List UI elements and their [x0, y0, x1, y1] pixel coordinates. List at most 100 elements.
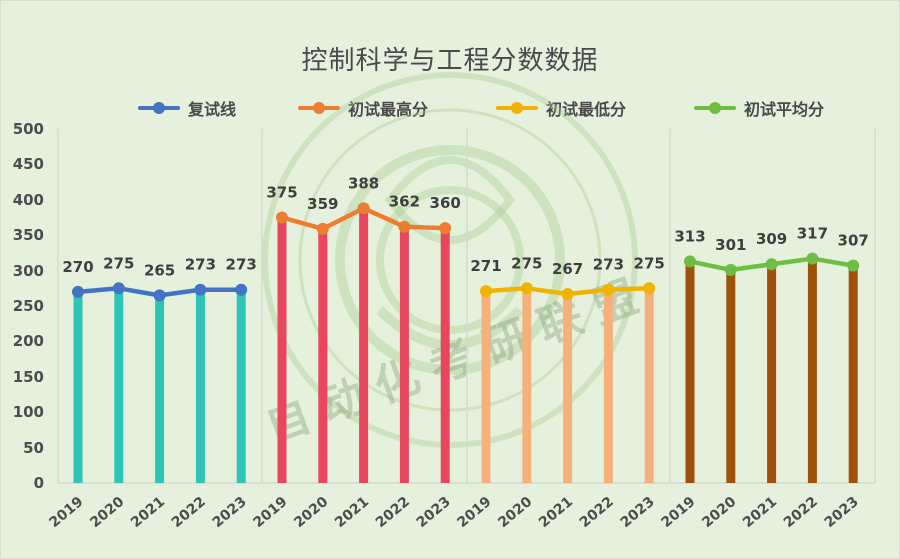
legend: 复试线 初试最高分 初试最低分 初试平均分: [0, 96, 900, 120]
chart-title: 控制科学与工程分数数据: [301, 46, 599, 76]
x-tick-label: 2020: [495, 494, 535, 531]
y-tick: 50: [23, 439, 44, 457]
data-label: 270: [62, 258, 93, 276]
bar[interactable]: [522, 288, 532, 483]
data-label: 309: [756, 230, 787, 248]
legend-label: 复试线: [188, 100, 237, 119]
bar[interactable]: [807, 258, 817, 483]
bar[interactable]: [195, 289, 205, 483]
data-label: 273: [185, 256, 216, 274]
data-label: 301: [715, 236, 746, 254]
legend-label: 初试最低分: [546, 100, 627, 119]
y-tick: 350: [12, 226, 44, 244]
data-label: 362: [389, 193, 420, 211]
data-label: 388: [348, 174, 379, 192]
data-point-marker[interactable]: [520, 282, 533, 295]
data-label: 267: [552, 260, 583, 278]
data-label: 275: [634, 254, 665, 272]
legend-label: 初试最高分: [348, 100, 429, 119]
x-tick-label: 2019: [46, 494, 86, 531]
bar[interactable]: [318, 228, 328, 483]
data-label: 313: [674, 227, 705, 245]
bar[interactable]: [685, 261, 695, 483]
x-tick-label: 2019: [250, 494, 290, 531]
data-point-marker[interactable]: [561, 287, 574, 300]
bar[interactable]: [399, 226, 409, 484]
data-label: 265: [144, 261, 175, 279]
data-point-marker[interactable]: [153, 289, 166, 302]
data-point-marker[interactable]: [724, 263, 737, 276]
legend-line-marker-icon: [298, 102, 340, 114]
bar[interactable]: [603, 289, 613, 483]
bar[interactable]: [114, 288, 124, 483]
bar[interactable]: [481, 291, 491, 483]
data-label: 275: [103, 254, 134, 272]
legend-item-min-score[interactable]: 初试最低分: [496, 96, 626, 120]
x-tick-label: 2020: [291, 494, 331, 531]
data-point-marker[interactable]: [194, 283, 207, 296]
data-point-marker[interactable]: [357, 202, 370, 215]
data-point-marker[interactable]: [684, 255, 696, 268]
series-group: 375 2019 359 2020 388 2021 362 2022 360 2023: [250, 174, 460, 531]
y-tick: 400: [12, 191, 44, 209]
y-tick: 100: [12, 403, 44, 421]
data-point-marker[interactable]: [602, 283, 615, 296]
bar[interactable]: [73, 291, 83, 483]
data-point-marker[interactable]: [112, 282, 125, 295]
x-tick-label: 2023: [822, 494, 862, 531]
y-tick: 0: [33, 474, 44, 492]
bar[interactable]: [277, 217, 287, 484]
bar[interactable]: [359, 208, 369, 483]
data-point-marker[interactable]: [847, 259, 860, 272]
y-tick: 300: [12, 262, 44, 280]
x-tick-label: 2020: [87, 494, 127, 531]
data-point-marker[interactable]: [276, 211, 288, 224]
y-tick: 250: [12, 297, 44, 315]
data-label: 271: [470, 257, 501, 275]
x-tick-label: 2023: [414, 494, 454, 531]
data-point-marker[interactable]: [439, 222, 452, 235]
data-point-marker[interactable]: [480, 285, 492, 298]
data-point-marker[interactable]: [806, 252, 819, 265]
x-tick-label: 2021: [128, 494, 168, 531]
y-tick: 200: [12, 332, 44, 350]
bar[interactable]: [236, 289, 246, 483]
y-tick: 450: [12, 155, 44, 173]
bar[interactable]: [563, 293, 573, 483]
data-label: 307: [838, 232, 869, 250]
legend-line-marker-icon: [694, 102, 736, 114]
x-tick-label: 2022: [373, 494, 413, 531]
series-group: 271 2019 275 2020 267 2021 273 2022 275 2023: [454, 254, 664, 531]
legend-line-marker-icon: [496, 102, 538, 114]
data-point-marker[interactable]: [72, 285, 84, 298]
legend-item-max-score[interactable]: 初试最高分: [298, 96, 428, 120]
x-tick-label: 2019: [658, 494, 698, 531]
y-tick: 500: [12, 120, 44, 138]
x-tick-label: 2023: [618, 494, 658, 531]
data-label: 275: [511, 254, 542, 272]
x-tick-label: 2021: [332, 494, 372, 531]
data-point-marker[interactable]: [235, 283, 248, 296]
x-tick-label: 2022: [169, 494, 209, 531]
bar[interactable]: [440, 228, 450, 483]
y-tick: 150: [12, 368, 44, 386]
bar[interactable]: [726, 269, 736, 483]
x-tick-label: 2021: [536, 494, 576, 531]
data-label: 317: [797, 225, 828, 243]
series-group: 313 2019 301 2020 309 2021 317 2022 307 2023: [658, 225, 868, 532]
bar[interactable]: [155, 295, 165, 483]
x-tick-label: 2019: [454, 494, 494, 531]
bar[interactable]: [644, 288, 654, 483]
data-point-marker[interactable]: [765, 258, 778, 271]
bar[interactable]: [848, 265, 858, 483]
x-tick-label: 2021: [740, 494, 780, 531]
legend-item-avg-score[interactable]: 初试平均分: [694, 96, 824, 120]
data-point-marker[interactable]: [398, 220, 411, 233]
bar[interactable]: [767, 264, 777, 483]
data-point-marker[interactable]: [643, 282, 656, 295]
data-label: 360: [430, 194, 461, 212]
data-point-marker[interactable]: [316, 222, 329, 235]
x-tick-label: 2023: [210, 494, 250, 531]
legend-item-retest-line[interactable]: 复试线: [138, 96, 236, 120]
